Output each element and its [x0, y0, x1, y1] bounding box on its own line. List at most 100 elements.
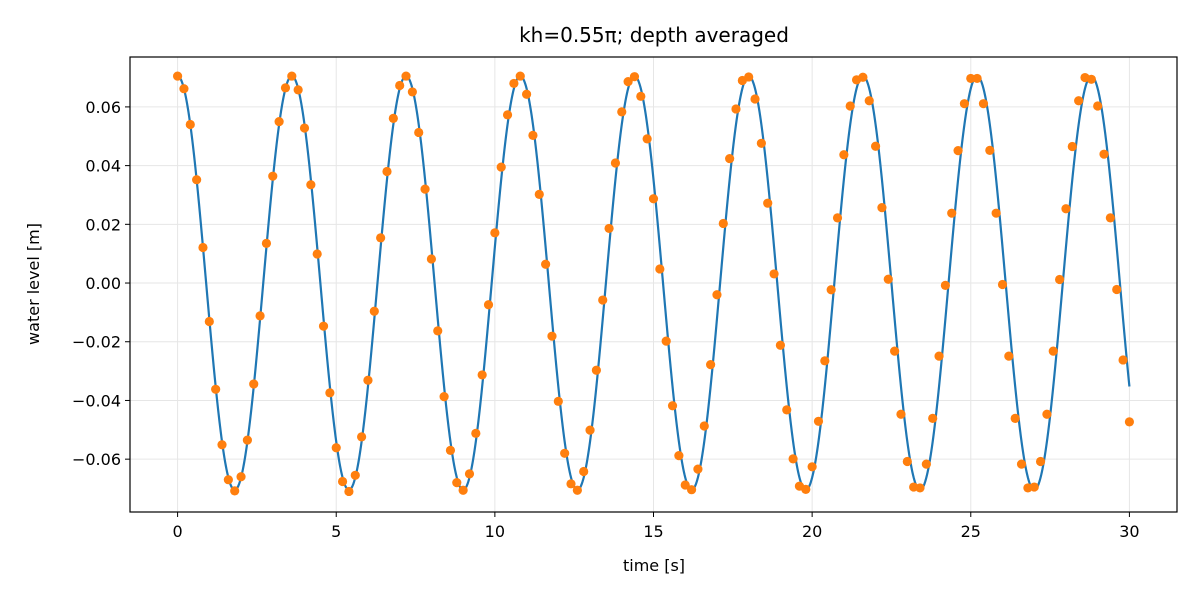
- scatter-point: [363, 375, 373, 385]
- y-tick-label: 0.04: [85, 157, 121, 176]
- scatter-point: [477, 370, 487, 380]
- scatter-point: [1099, 149, 1109, 159]
- scatter-point: [585, 425, 595, 435]
- scatter-point: [991, 208, 1001, 218]
- scatter-point: [502, 110, 513, 120]
- scatter-point: [788, 454, 798, 464]
- scatter-point: [782, 405, 792, 415]
- scatter-point: [731, 104, 741, 114]
- scatter-point: [820, 356, 830, 366]
- scatter-point: [972, 73, 982, 84]
- scatter-point: [471, 428, 481, 438]
- scatter-point: [1118, 355, 1128, 365]
- scatter-point: [756, 138, 766, 148]
- scatter-point: [420, 184, 430, 194]
- scatter-point: [1010, 413, 1020, 423]
- scatter-point: [801, 484, 811, 494]
- scatter-point: [699, 421, 709, 431]
- scatter-point: [775, 340, 786, 350]
- scatter-point: [1105, 213, 1115, 223]
- scatter-point: [528, 130, 538, 140]
- scatter-point: [947, 208, 957, 218]
- scatter-point: [414, 127, 424, 138]
- scatter-point: [458, 485, 468, 495]
- scatter-point: [541, 259, 551, 269]
- scatter-point: [464, 469, 475, 479]
- scatter-point: [534, 189, 544, 199]
- scatter-point: [426, 254, 437, 264]
- scatter-point: [693, 464, 703, 474]
- scatter-point: [712, 290, 722, 300]
- scatter-point: [515, 71, 525, 81]
- scatter-point: [1016, 459, 1027, 469]
- scatter-point: [280, 83, 291, 93]
- scatter-point: [591, 365, 601, 375]
- scatter-point: [661, 336, 671, 346]
- series-line: [177, 74, 1131, 492]
- scatter-point: [617, 107, 627, 117]
- scatter-point: [870, 141, 881, 151]
- scatter-point: [211, 384, 221, 394]
- scatter-point: [579, 466, 589, 477]
- x-axis-label: time [s]: [623, 556, 685, 575]
- scatter-point: [839, 150, 849, 160]
- scatter-point: [642, 134, 652, 144]
- scatter-point: [877, 202, 887, 213]
- scatter-point: [915, 483, 925, 493]
- scatter-point: [274, 116, 284, 127]
- y-tick-label: 0.02: [85, 215, 121, 234]
- x-tick-label: 0: [172, 522, 182, 541]
- scatter-point: [1093, 101, 1103, 111]
- scatter-point: [445, 445, 456, 455]
- scatter-point: [725, 153, 735, 164]
- scatter-point: [572, 485, 582, 495]
- scatter-point: [1112, 284, 1122, 295]
- scatter-point: [344, 486, 354, 497]
- scatter-point: [744, 72, 754, 82]
- scatter-point: [192, 175, 202, 185]
- scatter-point: [287, 71, 297, 81]
- scatter-point: [439, 392, 449, 402]
- scatter-point: [1055, 274, 1065, 285]
- scatter-point: [483, 300, 494, 310]
- scatter-point: [395, 80, 405, 91]
- scatter-point: [940, 280, 950, 290]
- scatter-point: [553, 396, 563, 406]
- x-tick-label: 5: [331, 522, 341, 541]
- scatter-point: [318, 321, 329, 331]
- y-axis: −0.06 −0.04 −0.02 0.00 0.02 0.04 0.06: [72, 98, 130, 469]
- scatter-point: [610, 158, 621, 168]
- scatter-point: [312, 249, 322, 259]
- scatter-point: [401, 71, 411, 81]
- scatter-point: [496, 162, 506, 172]
- scatter-point: [648, 194, 659, 204]
- scatter-point: [826, 285, 836, 295]
- scatter-point: [566, 479, 576, 489]
- scatter-point: [172, 71, 183, 81]
- scatter-point: [1048, 346, 1058, 356]
- scatter-point: [832, 213, 843, 223]
- scatter-point: [750, 94, 760, 104]
- scatter-point: [547, 331, 557, 341]
- scatter-point: [629, 72, 640, 82]
- scatter-point: [1004, 351, 1014, 361]
- scatter-point: [261, 238, 272, 249]
- scatter-point: [997, 279, 1008, 290]
- scatter-point: [255, 311, 265, 321]
- scatter-point: [185, 119, 195, 130]
- y-tick-label: −0.04: [72, 391, 121, 410]
- scatter-point: [667, 401, 678, 411]
- scatter-point: [1074, 96, 1084, 106]
- scatter-point: [706, 360, 716, 370]
- scatter-point: [204, 316, 214, 327]
- scatter-point: [331, 443, 341, 453]
- scatter-point: [1029, 482, 1039, 492]
- scatter-point: [490, 228, 500, 238]
- scatter-point: [807, 462, 817, 472]
- scatter-point: [198, 242, 208, 253]
- scatter-point: [1067, 141, 1077, 152]
- scatter-point: [864, 96, 874, 106]
- x-tick-label: 30: [1119, 522, 1139, 541]
- scatter-point: [890, 346, 900, 356]
- scatter-point: [623, 77, 633, 87]
